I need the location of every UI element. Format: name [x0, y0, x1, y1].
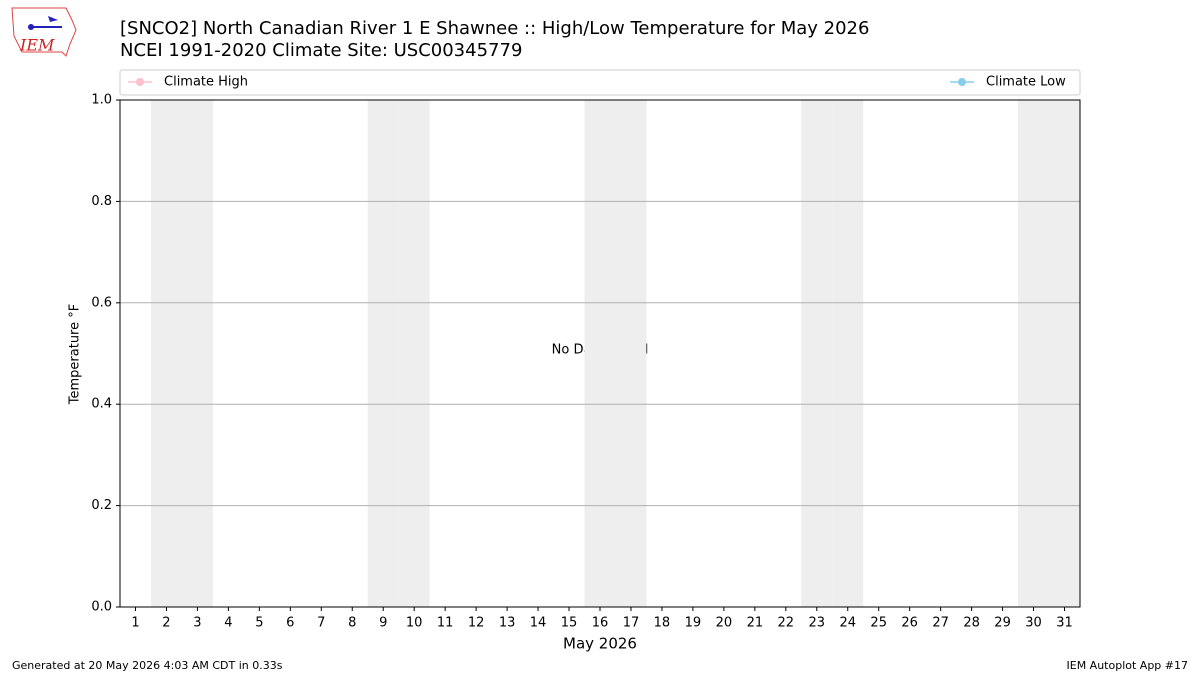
x-tick-label: 26 [901, 616, 918, 631]
logo-text: IEM [19, 36, 55, 55]
x-tick-label: 6 [286, 616, 294, 631]
x-tick-label: 17 [623, 616, 640, 631]
x-axis-label: May 2026 [563, 635, 637, 653]
weekend-band [181, 100, 213, 607]
weekend-band [1018, 100, 1050, 607]
weekend-band [615, 100, 647, 607]
x-tick-label: 13 [499, 616, 516, 631]
x-tick-label: 14 [530, 616, 547, 631]
x-tick-label: 12 [468, 616, 485, 631]
plot-frame [119, 99, 1081, 608]
x-tick-label: 30 [1025, 616, 1042, 631]
x-tick-label: 7 [317, 616, 325, 631]
x-tick-label: 19 [685, 616, 702, 631]
x-tick-label: 3 [193, 616, 201, 631]
x-tick-label: 31 [1056, 616, 1073, 631]
legend-label: Climate Low [986, 75, 1066, 90]
x-tick-label: 27 [932, 616, 949, 631]
y-tick-label: 0.6 [91, 295, 112, 310]
legend-label: Climate High [164, 75, 248, 90]
y-tick-label: 0.0 [91, 600, 112, 615]
x-tick-label: 1 [131, 616, 139, 631]
chart-subtitle: NCEI 1991-2020 Climate Site: USC00345779 [120, 40, 522, 61]
x-tick-label: 10 [406, 616, 423, 631]
x-tick-label: 4 [224, 616, 232, 631]
weekend-band [150, 100, 182, 607]
y-tick-label: 0.4 [91, 397, 112, 412]
x-tick-label: 5 [255, 616, 263, 631]
x-tick-label: 25 [870, 616, 887, 631]
y-tick-label: 1.0 [91, 93, 112, 108]
x-tick-label: 16 [592, 616, 609, 631]
x-tick-label: 9 [379, 616, 387, 631]
weekend-band [801, 100, 833, 607]
y-axis-label: Temperature °F [68, 304, 83, 405]
x-tick-label: 15 [561, 616, 578, 631]
x-tick-label: 22 [778, 616, 795, 631]
x-tick-label: 24 [839, 616, 856, 631]
x-tick-label: 29 [994, 616, 1011, 631]
legend [119, 69, 1081, 96]
x-tick-label: 2 [162, 616, 170, 631]
weekend-band [1049, 100, 1080, 607]
legend-marker [136, 78, 144, 86]
footer-right: IEM Autoplot App #17 [1067, 659, 1189, 672]
x-tick-label: 21 [747, 616, 764, 631]
x-tick-label: 23 [809, 616, 826, 631]
weekend-band [398, 100, 430, 607]
chart-title: [SNCO2] North Canadian River 1 E Shawnee… [120, 18, 869, 39]
weekend-band [832, 100, 864, 607]
x-tick-label: 8 [348, 616, 356, 631]
weekend-band [584, 100, 616, 607]
x-tick-label: 20 [716, 616, 733, 631]
legend-marker [958, 78, 966, 86]
x-tick-label: 18 [654, 616, 671, 631]
x-tick-label: 28 [963, 616, 980, 631]
y-tick-label: 0.2 [91, 498, 112, 513]
x-tick-label: 11 [437, 616, 454, 631]
weekend-band [367, 100, 399, 607]
footer-left: Generated at 20 May 2026 4:03 AM CDT in … [12, 659, 283, 672]
y-tick-label: 0.8 [91, 194, 112, 209]
logo: IEM [11, 7, 77, 57]
plot-area [120, 99, 1080, 608]
